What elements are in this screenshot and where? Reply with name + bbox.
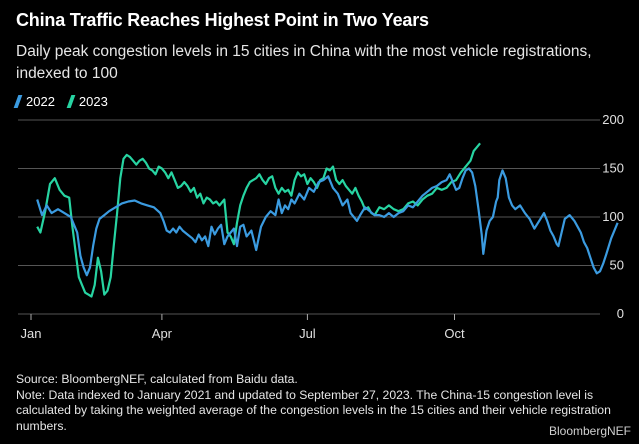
gridlines	[18, 119, 600, 315]
chart-subtitle: Daily peak congestion levels in 15 citie…	[16, 43, 592, 82]
line-chart: Jan Apr Jul Oct 0 50 100 150 200	[18, 112, 624, 341]
chart-footer: Source: BloombergNEF, calculated from Ba…	[16, 372, 631, 434]
x-tick-label: Apr	[152, 326, 173, 341]
x-tick-label: Jul	[299, 326, 316, 341]
legend-item-2022: 2022	[13, 94, 55, 109]
legend-swatch-2022	[13, 95, 23, 108]
y-tick-label: 100	[602, 209, 624, 224]
x-axis: Jan Apr Jul Oct	[21, 314, 465, 341]
y-tick-label: 0	[617, 306, 624, 321]
legend: 2022 2023	[13, 94, 108, 109]
y-tick-label: 50	[610, 258, 624, 273]
legend-label-2023: 2023	[78, 94, 108, 109]
legend-item-2023: 2023	[66, 94, 108, 109]
series-line-2022	[36, 167, 619, 277]
data-note: Note: Data indexed to January 2021 and u…	[16, 387, 611, 433]
x-tick-label: Jan	[21, 326, 42, 341]
legend-label-2022: 2022	[26, 94, 55, 109]
y-tick-label: 200	[602, 112, 624, 127]
chart-title: China Traffic Reaches Highest Point in T…	[16, 10, 429, 30]
y-axis: 0 50 100 150 200	[602, 112, 624, 321]
source-note: Source: BloombergNEF, calculated from Ba…	[16, 372, 298, 386]
x-tick-label: Oct	[444, 326, 465, 341]
series-line-2023	[36, 142, 481, 298]
y-tick-label: 150	[602, 161, 624, 176]
credit-label: BloombergNEF	[548, 424, 631, 438]
legend-swatch-2023	[66, 95, 76, 108]
series-lines	[36, 142, 619, 298]
